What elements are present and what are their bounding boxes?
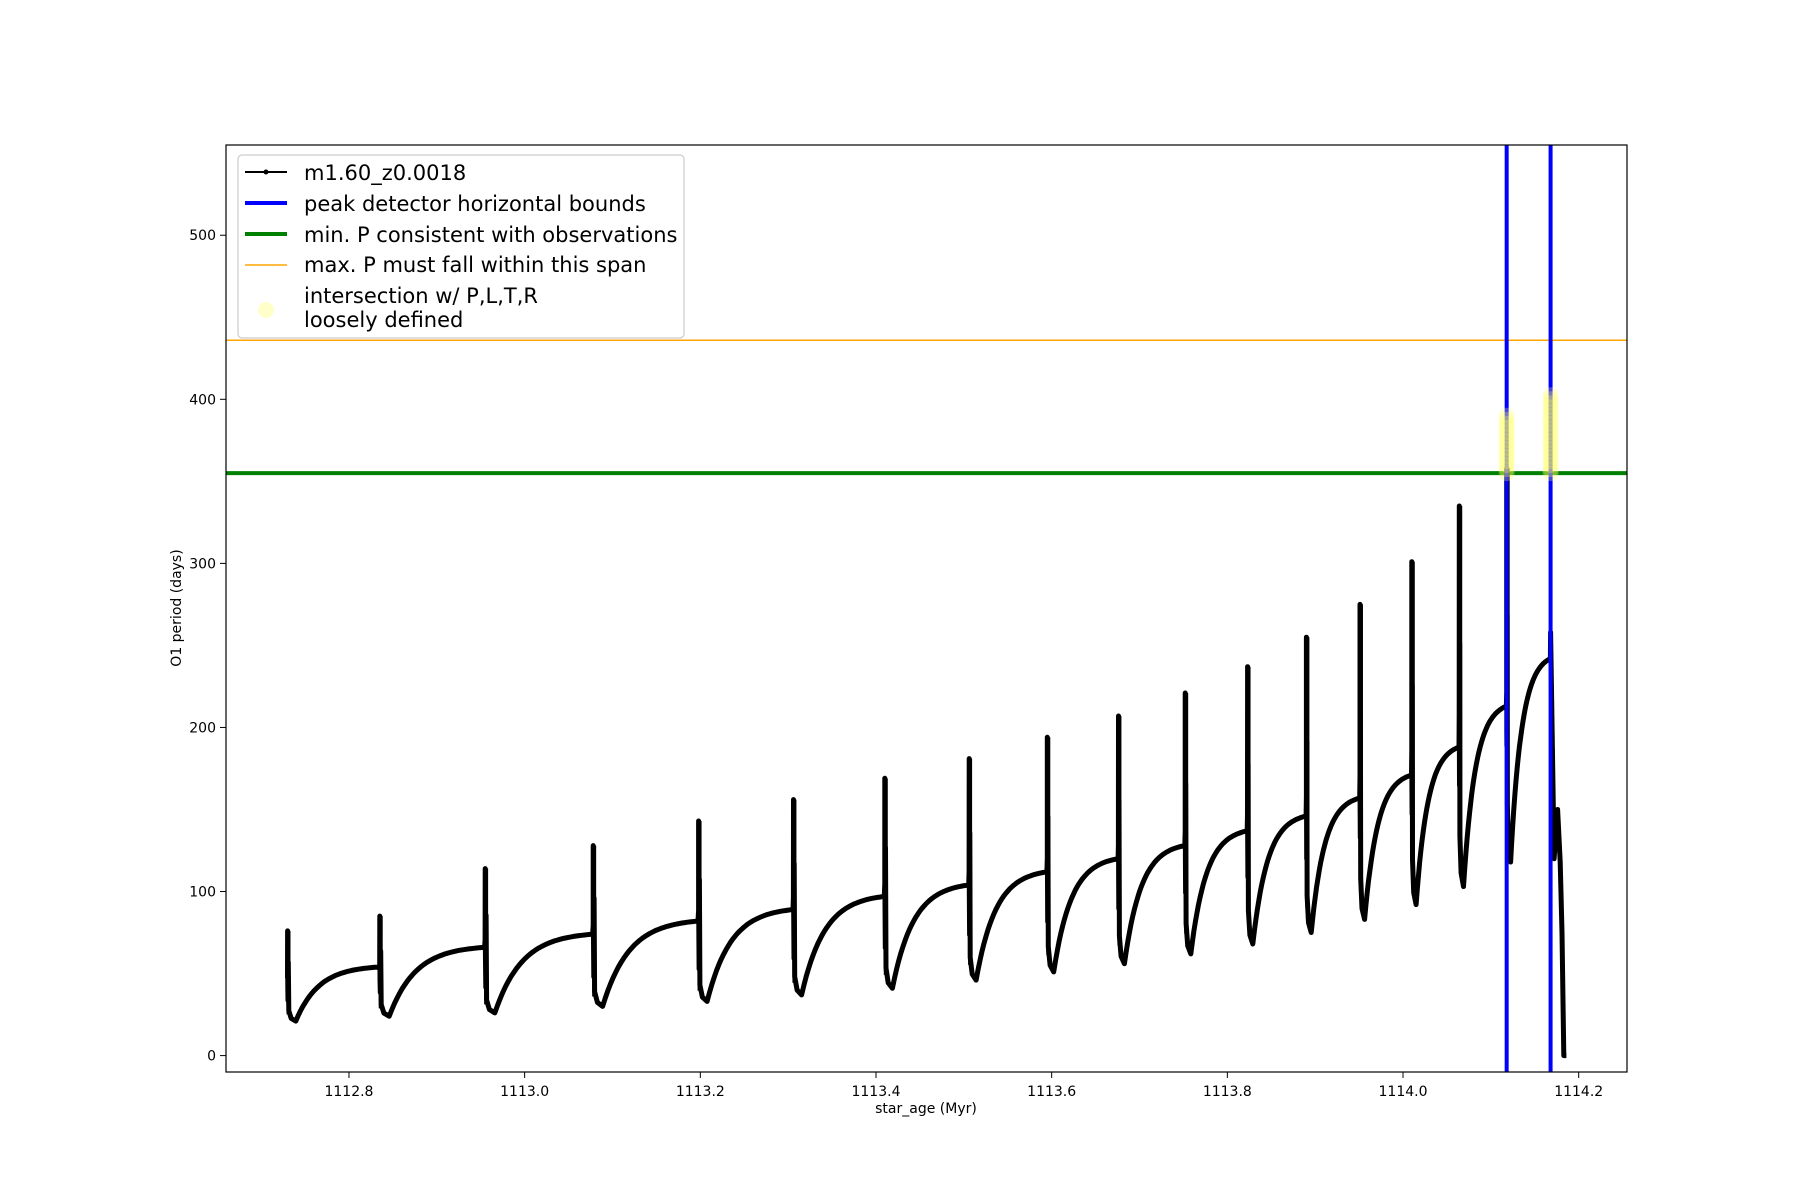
intersection-marker: [1542, 420, 1559, 437]
intersection-marker: [1542, 440, 1559, 457]
intersection-marker: [1542, 399, 1559, 416]
intersection-marker: [1542, 428, 1559, 445]
intersection-marker: [1542, 461, 1559, 478]
intersection-marker: [1498, 448, 1515, 465]
x-tick-label: 1114.2: [1554, 1084, 1603, 1100]
x-tick-label: 1113.6: [1027, 1084, 1076, 1100]
intersection-marker: [1542, 391, 1559, 408]
series-line-m1-60: [285, 465, 1567, 1059]
intersection-marker: [1542, 432, 1559, 449]
intersection-marker: [1498, 456, 1515, 473]
x-tick-label: 1113.0: [500, 1084, 549, 1100]
intersection-marker: [1542, 465, 1559, 482]
legend: m1.60_z0.0018 peak detector horizontal b…: [237, 154, 685, 339]
intersection-marker: [1498, 461, 1515, 478]
intersection-marker: [1498, 444, 1515, 461]
legend-label-intersection-line1: intersection w/ P,L,T,R: [304, 284, 538, 308]
intersection-marker: [1498, 432, 1515, 449]
intersection-marker: [1498, 465, 1515, 482]
intersection-marker: [1542, 456, 1559, 473]
intersection-marker: [1498, 411, 1515, 428]
legend-label-min-p: min. P consistent with observations: [304, 223, 677, 247]
intersection-marker: [1542, 415, 1559, 432]
intersection-marker: [1542, 387, 1559, 404]
x-tick-label: 1114.0: [1379, 1084, 1428, 1100]
intersection-marker: [1498, 452, 1515, 469]
intersection-marker: [1498, 436, 1515, 453]
y-tick-label: 300: [189, 556, 216, 572]
intersection-marker: [1542, 444, 1559, 461]
y-tick-label: 500: [189, 228, 216, 244]
x-tick-label: 1112.8: [324, 1084, 373, 1100]
legend-label-series: m1.60_z0.0018: [304, 161, 466, 186]
legend-swatch-intersection: [258, 302, 274, 318]
y-axis-label: O1 period (days): [169, 549, 185, 666]
y-tick-label: 0: [207, 1049, 216, 1065]
x-tick-label: 1113.4: [851, 1084, 900, 1100]
x-tick-label: 1113.8: [1203, 1084, 1252, 1100]
intersection-marker: [1498, 428, 1515, 445]
x-axis-label: star_age (Myr): [875, 1101, 977, 1117]
intersection-marker: [1542, 448, 1559, 465]
y-tick-label: 400: [189, 392, 216, 408]
intersection-marker: [1498, 424, 1515, 441]
legend-label-peak-bounds: peak detector horizontal bounds: [304, 192, 646, 216]
intersection-marker: [1542, 424, 1559, 441]
x-axis: 1112.8 1113.0 1113.2 1113.4 1113.6 1113.8 1114…: [324, 1072, 1603, 1100]
intersection-marker: [1542, 452, 1559, 469]
y-tick-label: 100: [189, 885, 216, 901]
y-axis: 0 100 200 300 400 500: [189, 228, 226, 1065]
intersection-marker: [1542, 436, 1559, 453]
intersection-marker: [1542, 407, 1559, 424]
intersection-marker: [1498, 420, 1515, 437]
intersection-marker: [1498, 415, 1515, 432]
legend-label-intersection-line2: loosely defined: [304, 308, 463, 332]
legend-swatch-series-marker: [263, 169, 269, 175]
intersection-marker: [1498, 440, 1515, 457]
x-tick-label: 1113.2: [676, 1084, 725, 1100]
legend-frame: [237, 154, 685, 339]
intersection-marker: [1542, 395, 1559, 412]
plot-frame: [225, 144, 1628, 1073]
intersection-marker: [1542, 411, 1559, 428]
intersection-marker: [1542, 403, 1559, 420]
y-tick-label: 200: [189, 720, 216, 736]
intersection-marker: [1498, 407, 1515, 424]
legend-label-max-p: max. P must fall within this span: [304, 253, 646, 277]
